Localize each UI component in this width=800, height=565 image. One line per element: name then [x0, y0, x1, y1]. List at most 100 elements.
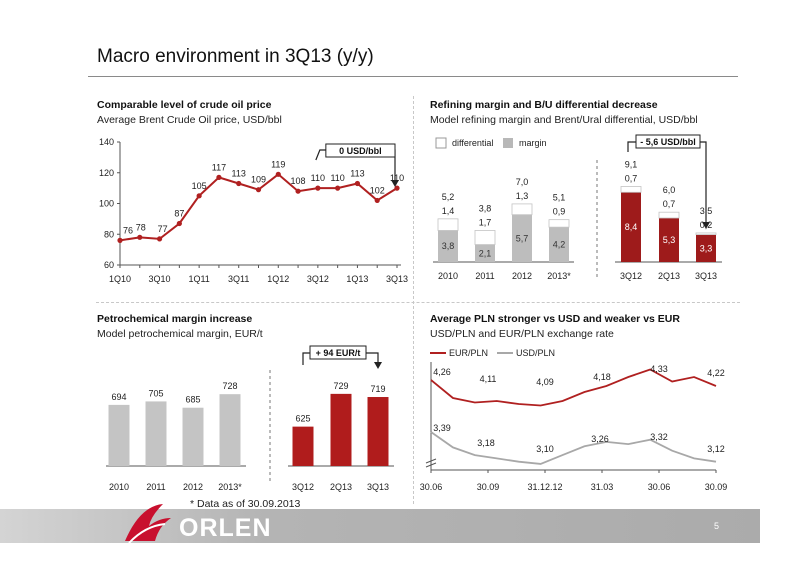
y-tick-label: 120: [99, 168, 114, 178]
axis-break-mark: [425, 458, 437, 468]
y-tick-label: 60: [104, 260, 114, 270]
crude-panel-subtitle: Average Brent Crude Oil price, USD/bbl: [97, 114, 282, 126]
eur-value-label: 4,18: [593, 372, 611, 382]
x-tick-label: 3Q12: [307, 274, 329, 284]
margin-value-label: 5,7: [516, 233, 529, 243]
bar-margin: [475, 244, 495, 262]
data-point: [236, 180, 242, 187]
usd-value-label: 3,39: [433, 423, 451, 433]
legend-label-eur: EUR/PLN: [449, 348, 488, 358]
data-label: 109: [251, 175, 266, 185]
data-label: 113: [350, 169, 364, 179]
callout-box: [635, 134, 701, 149]
total-value-label: 7,0: [516, 177, 529, 187]
x-tick-label: 3Q13: [695, 271, 717, 281]
x-tick-label: 31.03: [591, 482, 614, 492]
refining-panel-subtitle: Model refining margin and Brent/Ural dif…: [430, 114, 698, 126]
footnote: * Data as of 30.09.2013: [190, 498, 301, 510]
data-label: 102: [370, 185, 385, 195]
bar-value-label: 719: [370, 384, 385, 394]
bar-differential: [437, 218, 459, 231]
x-tick-label: 3Q12: [620, 271, 642, 281]
data-label: 105: [192, 181, 207, 191]
callout-box: [325, 143, 396, 158]
x-tick-label: 1Q13: [346, 274, 368, 284]
usd-value-label: 3,26: [591, 434, 609, 444]
legend-label-margin: margin: [519, 138, 547, 148]
eur-value-label: 4,22: [707, 368, 725, 378]
total-value-label: 9,1: [625, 159, 638, 169]
data-label: 113: [232, 169, 246, 179]
margin-value-label: 5,3: [663, 235, 676, 245]
x-tick-label: 31.12.12: [527, 482, 562, 492]
eur-value-label: 4,09: [536, 377, 554, 387]
data-label: 77: [158, 224, 168, 234]
crude-panel-title: Comparable level of crude oil price: [97, 99, 272, 111]
data-point: [315, 185, 321, 191]
data-point: [354, 180, 361, 187]
data-point: [176, 220, 182, 227]
differential-value-label: 1,4: [442, 206, 455, 216]
bar: [145, 401, 167, 466]
bar-margin: [549, 227, 569, 262]
data-point: [196, 193, 202, 199]
data-label: 76: [123, 225, 133, 235]
total-value-label: 3,8: [479, 203, 492, 213]
callout-label: 0 USD/bbl: [339, 146, 382, 156]
data-label: 119: [271, 159, 285, 169]
x-tick-label: 3Q13: [386, 274, 408, 284]
bar-differential: [695, 232, 717, 236]
callout-arrow: [702, 222, 710, 229]
data-point: [156, 236, 163, 242]
differential-value-label: 0,7: [663, 199, 676, 209]
footer-bar: [0, 509, 760, 543]
bar: [108, 404, 130, 466]
fx-panel-subtitle: USD/PLN and EUR/PLN exchange rate: [430, 328, 614, 340]
bar: [367, 397, 389, 466]
x-tick-label: 2013*: [218, 482, 242, 492]
x-tick-label: 1Q12: [267, 274, 289, 284]
y-tick-label: 140: [99, 137, 114, 147]
x-tick-label: 2012: [183, 482, 203, 492]
eur-pln-line: [430, 368, 717, 407]
x-tick-label: 3Q10: [149, 274, 171, 284]
data-point: [374, 197, 380, 204]
bar-value-label: 685: [185, 395, 200, 405]
fx-panel-title: Average PLN stronger vs USD and weaker v…: [430, 313, 680, 325]
data-label: 110: [390, 173, 404, 183]
bar-value-label: 694: [111, 392, 126, 402]
usd-value-label: 3,12: [707, 444, 725, 454]
data-point: [295, 188, 301, 194]
usd-value-label: 3,18: [477, 438, 495, 448]
data-label: 78: [136, 222, 146, 232]
orlen-eagle-icon: [125, 504, 171, 544]
bar-value-label: 625: [295, 414, 310, 424]
data-label: 108: [291, 176, 306, 186]
orlen-logo: ORLEN: [125, 504, 272, 544]
bar-margin: [696, 234, 716, 262]
x-tick-label: 30.09: [477, 482, 500, 492]
legend-swatch-differential: [435, 137, 447, 149]
x-tick-label: 2011: [146, 482, 165, 492]
margin-value-label: 2,1: [479, 248, 492, 258]
margin-value-label: 4,2: [553, 240, 566, 250]
vertical-separator: [413, 96, 414, 504]
x-tick-label: 2010: [438, 271, 458, 281]
bar-differential: [511, 203, 533, 216]
bar-differential: [620, 186, 642, 193]
margin-value-label: 3,8: [442, 241, 455, 251]
x-tick-label: 3Q13: [367, 482, 389, 492]
logo-wordmark: ORLEN: [179, 514, 272, 542]
usd-pln-line: [430, 431, 717, 465]
x-tick-label: 1Q10: [109, 274, 131, 284]
eur-value-label: 4,26: [433, 367, 451, 377]
x-tick-label: 3Q11: [228, 274, 249, 284]
callout-arrow: [374, 362, 382, 369]
data-point: [216, 174, 222, 180]
callout-label: - 5,6 USD/bbl: [640, 137, 696, 147]
data-label: 87: [174, 208, 184, 218]
